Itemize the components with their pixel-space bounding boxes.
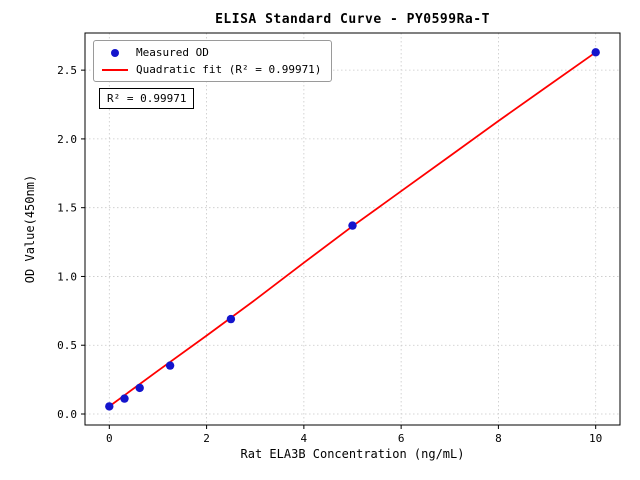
data-point (226, 314, 236, 324)
x-axis-label: Rat ELA3B Concentration (ng/mL) (240, 447, 465, 461)
x-tick-label: 4 (301, 432, 308, 445)
data-point (120, 394, 129, 403)
y-tick-label: 2.5 (57, 64, 77, 77)
data-point (591, 48, 600, 57)
red-line-icon (102, 68, 128, 71)
x-tick-label: 8 (495, 432, 502, 445)
y-axis-label: OD Value(450nm) (23, 174, 37, 284)
blue-dot-icon (111, 48, 119, 57)
y-tick-label: 1.5 (57, 202, 77, 215)
data-point (135, 383, 144, 393)
y-tick-label: 2.0 (57, 133, 77, 146)
chart-title: ELISA Standard Curve - PY0599Ra-T (215, 12, 490, 27)
y-tick-label: 0.0 (57, 408, 77, 421)
line-marker-icon (102, 68, 128, 71)
legend: Measured OD Quadratic fit (R² = 0.99971) (93, 40, 333, 82)
plot-frame (84, 32, 621, 426)
data-point (348, 221, 357, 230)
legend-label: Quadratic fit (R² = 0.99971) (136, 63, 322, 76)
x-tick-label: 2 (203, 432, 210, 445)
y-tick-label: 0.5 (57, 339, 77, 352)
y-tick-label: 1.0 (57, 270, 77, 283)
legend-label: Measured OD (136, 46, 209, 59)
x-tick-label: 0 (106, 432, 113, 445)
data-point (165, 361, 175, 370)
r-squared-annotation: R² = 0.99971 (99, 88, 195, 109)
scatter-marker-icon (102, 48, 128, 57)
legend-entry-quadratic-fit: Quadratic fit (R² = 0.99971) (102, 63, 321, 76)
data-point (105, 402, 114, 411)
legend-entry-measured-od: Measured OD (102, 46, 321, 59)
x-tick-label: 6 (398, 432, 405, 445)
x-tick-label: 10 (589, 432, 602, 445)
